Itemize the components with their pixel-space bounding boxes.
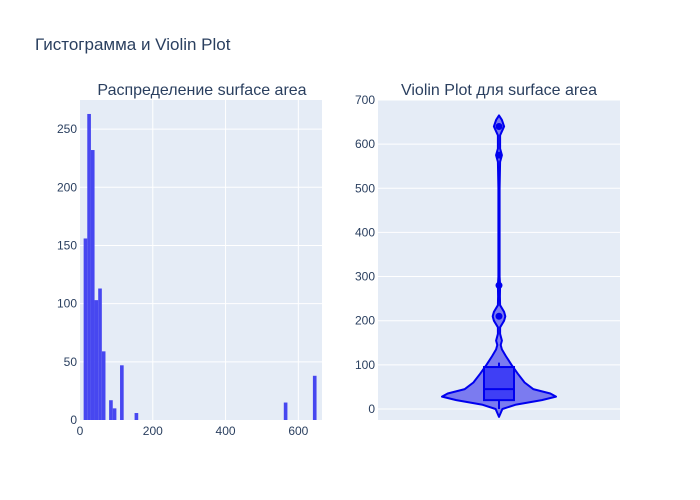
- histogram-bar: [87, 113, 91, 421]
- violin-point: [495, 281, 503, 289]
- histogram-y-tick-label: 200: [57, 180, 77, 194]
- histogram-y-tick-label: 150: [57, 238, 77, 252]
- histogram-bar: [98, 288, 102, 420]
- histogram-bar: [109, 400, 113, 420]
- violin-y-tick-label: 200: [355, 314, 375, 328]
- histogram-bar: [101, 351, 106, 420]
- histogram-bar: [283, 402, 288, 420]
- violin-box: [483, 366, 515, 402]
- histogram-title: Распределение surface area: [97, 82, 306, 99]
- violin-y-tick-label: 400: [355, 225, 375, 239]
- histogram-panel: 0 50 100 150 200 250 0 200 400 600 Распределение…: [57, 82, 322, 438]
- violin-point: [495, 312, 503, 320]
- histogram-bar: [120, 365, 124, 420]
- histogram-bars: [83, 113, 317, 421]
- histogram-bar: [90, 150, 95, 420]
- histogram-bar: [83, 238, 88, 420]
- histogram-y-tick-label: 250: [57, 122, 77, 136]
- histogram-bar: [312, 375, 317, 420]
- histogram-y-tick-label: 0: [70, 413, 77, 427]
- violin-y-ticks: 0 100 200 300 400 500 600 700: [355, 93, 375, 416]
- histogram-bar: [112, 408, 117, 420]
- histogram-plot-area: [80, 100, 322, 420]
- histogram-y-ticks: 0 50 100 150 200 250: [57, 122, 77, 427]
- histogram-bar: [94, 300, 99, 420]
- histogram-bar: [134, 413, 139, 420]
- histogram-x-tick-label: 200: [143, 424, 163, 438]
- histogram-x-tick-label: 600: [288, 424, 308, 438]
- violin-title: Violin Plot для surface area: [401, 82, 597, 99]
- violin-y-tick-label: 300: [355, 270, 375, 284]
- violin-y-tick-label: 0: [368, 402, 375, 416]
- violin-y-tick-label: 500: [355, 181, 375, 195]
- histogram-x-tick-label: 0: [77, 424, 84, 438]
- histogram-x-tick-label: 400: [216, 424, 236, 438]
- histogram-grid: [80, 100, 322, 420]
- violin-point: [495, 151, 503, 159]
- violin-y-tick-label: 600: [355, 137, 375, 151]
- violin-y-tick-label: 700: [355, 93, 375, 107]
- violin-panel: 0 100 200 300 400 500 600 700 Violin Plot для s…: [355, 82, 620, 420]
- histogram-y-tick-label: 100: [57, 297, 77, 311]
- violin-shape: [441, 114, 557, 418]
- violin-point: [495, 122, 503, 130]
- figure-title: Гистограмма и Violin Plot: [35, 35, 231, 54]
- violin-y-tick-label: 100: [355, 358, 375, 372]
- histogram-y-tick-label: 50: [64, 355, 78, 369]
- violin-body: [441, 114, 557, 418]
- histogram-x-ticks: 0 200 400 600: [77, 424, 309, 438]
